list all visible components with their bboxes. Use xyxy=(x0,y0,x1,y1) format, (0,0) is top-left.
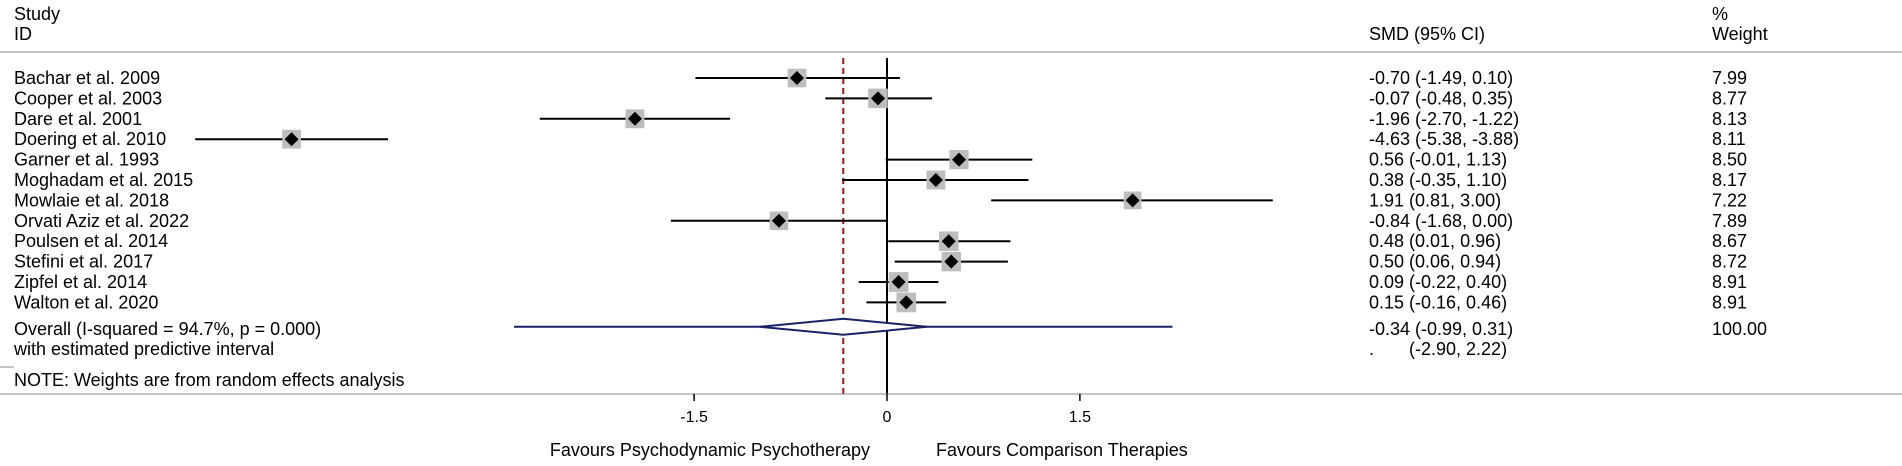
study-ci-text: 0.15 (-0.16, 0.46) xyxy=(1369,292,1507,312)
study-point xyxy=(284,132,299,147)
study-label: Zipfel et al. 2014 xyxy=(14,272,147,292)
x-axis: -1.5 0 1.5 xyxy=(680,394,1091,426)
study-point xyxy=(952,152,967,167)
study-row: Stefini et al. 2017 0.50 (0.06, 0.94) 8.72 xyxy=(14,252,1747,272)
study-ci-text: 1.91 (0.81, 3.00) xyxy=(1369,190,1501,210)
study-weight-text: 7.22 xyxy=(1712,190,1747,210)
study-label: Stefini et al. 2017 xyxy=(14,252,153,272)
header-weight: Weight xyxy=(1712,24,1768,44)
study-label: Mowlaie et al. 2018 xyxy=(14,190,169,210)
study-point xyxy=(627,111,642,126)
study-ci-text: -4.63 (-5.38, -3.88) xyxy=(1369,129,1519,149)
study-label: Doering et al. 2010 xyxy=(14,129,166,149)
x-tick-label: 1.5 xyxy=(1069,409,1091,426)
header-percent: % xyxy=(1712,4,1728,24)
study-point xyxy=(899,295,914,310)
study-point xyxy=(944,254,959,269)
study-row: Cooper et al. 2003 -0.07 (-0.48, 0.35) 8.7… xyxy=(14,88,1747,108)
study-weight-text: 8.77 xyxy=(1712,88,1747,108)
favours-right-label: Favours Comparison Therapies xyxy=(936,440,1188,460)
study-ci-text: -0.70 (-1.49, 0.10) xyxy=(1369,68,1513,88)
study-label: Dare et al. 2001 xyxy=(14,109,142,129)
study-ci-text: -0.07 (-0.48, 0.35) xyxy=(1369,88,1513,108)
study-weight-text: 8.17 xyxy=(1712,170,1747,190)
study-weight-text: 8.13 xyxy=(1712,109,1747,129)
study-row: Dare et al. 2001 -1.96 (-2.70, -1.22) 8.13 xyxy=(14,109,1747,129)
study-point xyxy=(771,213,786,228)
study-row: Garner et al. 1993 0.56 (-0.01, 1.13) 8.50 xyxy=(14,150,1747,170)
study-ci-text: 0.50 (0.06, 0.94) xyxy=(1369,252,1501,272)
header-id: ID xyxy=(14,24,32,44)
study-point xyxy=(891,275,906,289)
predictive-interval-text: . (-2.90, 2.22) xyxy=(1369,339,1507,359)
study-row: Walton et al. 2020 0.15 (-0.16, 0.46) 8.91 xyxy=(14,292,1747,312)
study-weight-text: 7.89 xyxy=(1712,211,1747,231)
study-label: Garner et al. 1993 xyxy=(14,150,159,170)
study-ci-text: 0.09 (-0.22, 0.40) xyxy=(1369,272,1507,292)
overall-row: Overall (I-squared = 94.7%, p = 0.000) -… xyxy=(13,317,1767,359)
overall-ci-text: -0.34 (-0.99, 0.31) xyxy=(1369,319,1513,339)
note-text: NOTE: Weights are from random effects an… xyxy=(14,370,404,390)
favours-left-label: Favours Psychodynamic Psychotherapy xyxy=(550,440,870,460)
study-row: Moghadam et al. 2015 0.38 (-0.35, 1.10) 8.… xyxy=(14,170,1747,190)
study-label: Moghadam et al. 2015 xyxy=(14,170,193,190)
header-smd: SMD (95% CI) xyxy=(1369,24,1485,44)
study-ci-text: 0.48 (0.01, 0.96) xyxy=(1369,231,1501,251)
study-label: Orvati Aziz et al. 2022 xyxy=(14,211,189,231)
study-weight-text: 8.50 xyxy=(1712,150,1747,170)
x-tick-label: 0 xyxy=(883,409,892,426)
study-ci-text: 0.56 (-0.01, 1.13) xyxy=(1369,150,1507,170)
study-point xyxy=(870,91,885,106)
x-tick-label: -1.5 xyxy=(680,409,708,426)
overall-weight-text: 100.00 xyxy=(1712,319,1767,339)
predictive-interval-label: with estimated predictive interval xyxy=(13,339,274,359)
study-ci-text: -1.96 (-2.70, -1.22) xyxy=(1369,109,1519,129)
study-point xyxy=(789,71,804,85)
study-row: Doering et al. 2010 -4.63 (-5.38, -3.88) 8… xyxy=(14,129,1746,149)
study-ci-text: 0.38 (-0.35, 1.10) xyxy=(1369,170,1507,190)
overall-label: Overall (I-squared = 94.7%, p = 0.000) xyxy=(14,319,321,339)
study-row: Orvati Aziz et al. 2022 -0.84 (-1.68, 0.0… xyxy=(14,211,1747,231)
study-point xyxy=(928,173,943,187)
study-weight-text: 7.99 xyxy=(1712,68,1747,88)
header-study: Study xyxy=(14,4,60,24)
study-row: Zipfel et al. 2014 0.09 (-0.22, 0.40) 8.91 xyxy=(14,272,1747,292)
study-weight-text: 8.11 xyxy=(1712,129,1746,149)
study-ci-text: -0.84 (-1.68, 0.00) xyxy=(1369,211,1513,231)
overall-diamond xyxy=(759,317,927,336)
study-row: Mowlaie et al. 2018 1.91 (0.81, 3.00) 7.22 xyxy=(14,190,1747,210)
study-row: Poulsen et al. 2014 0.48 (0.01, 0.96) 8.67 xyxy=(14,231,1747,251)
study-label: Cooper et al. 2003 xyxy=(14,88,162,108)
study-point xyxy=(1125,193,1140,208)
study-point xyxy=(941,234,956,249)
study-label: Bachar et al. 2009 xyxy=(14,68,160,88)
study-weight-text: 8.91 xyxy=(1712,292,1747,312)
study-label: Poulsen et al. 2014 xyxy=(14,231,168,251)
study-label: Walton et al. 2020 xyxy=(14,292,158,312)
study-weight-text: 8.72 xyxy=(1712,252,1747,272)
study-row: Bachar et al. 2009 -0.70 (-1.49, 0.10) 7.9… xyxy=(14,68,1747,88)
study-weight-text: 8.67 xyxy=(1712,231,1747,251)
study-weight-text: 8.91 xyxy=(1712,272,1747,292)
